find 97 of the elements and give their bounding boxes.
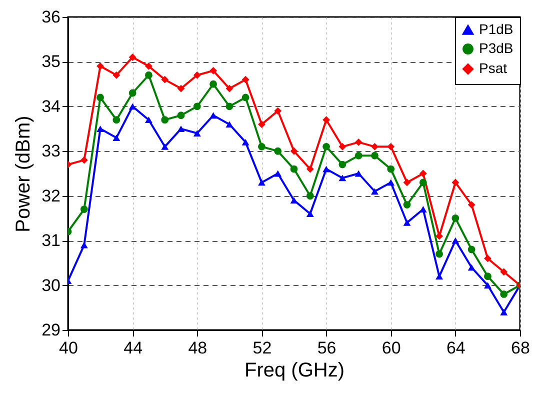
y-tick-label: 29	[42, 320, 60, 340]
point	[403, 201, 411, 208]
point	[419, 178, 427, 186]
point	[322, 142, 330, 150]
point	[226, 121, 234, 128]
point	[484, 272, 492, 280]
point	[226, 102, 234, 110]
point	[452, 178, 460, 186]
point	[274, 170, 282, 177]
point	[290, 147, 298, 155]
y-tick-label: 31	[42, 231, 60, 250]
point	[452, 214, 460, 222]
point	[387, 142, 395, 150]
x-tick-label: 48	[188, 338, 208, 358]
point	[258, 179, 266, 186]
point	[112, 71, 120, 79]
point	[306, 165, 314, 173]
point	[403, 219, 411, 226]
point	[403, 178, 411, 186]
point	[338, 160, 346, 168]
point	[210, 66, 217, 74]
y-tick-label: 33	[42, 142, 60, 161]
point	[80, 156, 88, 164]
point	[452, 237, 460, 244]
point	[177, 126, 185, 132]
point	[354, 138, 362, 146]
legend-label: P1dB	[479, 21, 514, 37]
point	[322, 116, 330, 124]
point	[371, 152, 378, 160]
x-tick-label: 68	[511, 338, 530, 358]
point	[96, 94, 104, 102]
point	[145, 71, 152, 79]
point	[242, 76, 250, 84]
point	[210, 80, 217, 88]
point	[96, 126, 104, 132]
point	[161, 76, 169, 84]
point	[161, 116, 169, 124]
point	[371, 188, 378, 195]
x-tick-label: 56	[317, 338, 336, 358]
x-tick-label: 52	[252, 338, 272, 358]
point	[80, 206, 88, 213]
y-tick-label: 36	[42, 8, 60, 26]
legend-label: P3dB	[479, 40, 514, 56]
x-tick-label: 64	[446, 338, 466, 358]
point	[500, 308, 508, 316]
point	[371, 142, 378, 150]
point	[177, 112, 185, 120]
x-tick-label: 40	[59, 338, 78, 358]
point	[338, 142, 346, 150]
y-tick-label: 32	[42, 186, 60, 206]
point	[274, 107, 282, 115]
point	[112, 134, 120, 141]
y-tick-label: 35	[42, 52, 60, 72]
point	[290, 165, 298, 173]
point	[387, 165, 395, 173]
y-axis-title: Power (dBm)	[12, 116, 35, 232]
point	[484, 282, 492, 288]
point	[242, 138, 250, 146]
point	[128, 89, 136, 97]
point	[468, 201, 476, 209]
y-tick-label: 34	[42, 96, 60, 116]
point	[242, 94, 250, 102]
x-tick-label: 44	[124, 338, 143, 358]
point	[226, 84, 234, 92]
point	[161, 143, 169, 150]
point	[112, 116, 120, 124]
x-axis-title: Freq (GHz)	[244, 360, 344, 382]
point	[468, 264, 476, 271]
point	[177, 84, 185, 92]
point	[274, 147, 282, 155]
point	[306, 192, 314, 200]
point	[210, 112, 217, 119]
point	[500, 290, 508, 298]
point	[468, 246, 476, 254]
point	[128, 103, 136, 110]
point	[419, 170, 427, 178]
point	[484, 254, 492, 262]
point	[354, 170, 362, 177]
y-tick-label: 30	[42, 276, 60, 295]
point	[258, 142, 266, 150]
point	[128, 54, 136, 61]
legend-label: Psat	[479, 60, 508, 76]
point	[193, 130, 201, 136]
point	[306, 210, 314, 217]
x-tick-label: 60	[382, 338, 401, 358]
point	[258, 120, 266, 128]
point	[500, 268, 508, 276]
point	[354, 152, 362, 160]
point	[436, 250, 443, 258]
point	[387, 179, 395, 186]
point	[145, 116, 152, 124]
point	[145, 62, 152, 70]
point	[96, 62, 104, 70]
point	[338, 174, 346, 182]
point	[193, 71, 201, 79]
point	[193, 102, 201, 110]
point	[322, 166, 330, 172]
